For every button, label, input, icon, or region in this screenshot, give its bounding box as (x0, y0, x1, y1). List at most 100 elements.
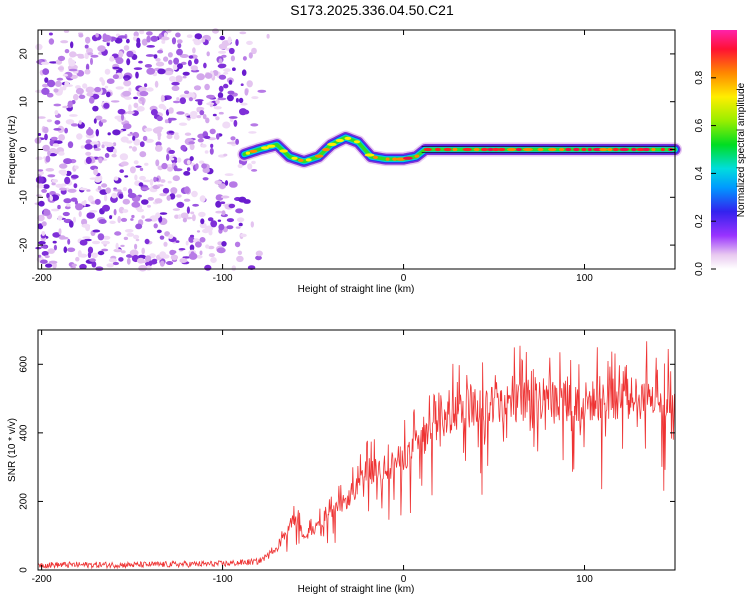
noise-blob (199, 237, 206, 243)
noise-blob (224, 180, 229, 186)
noise-blob (201, 163, 208, 169)
noise-blob (78, 94, 86, 100)
noise-blob (95, 33, 99, 38)
snr-plot-area (38, 330, 675, 570)
spectrogram-y-ticks: -20 -10 0 10 20 (19, 48, 675, 252)
noise-blob (49, 191, 56, 196)
noise-blob (106, 78, 115, 84)
noise-blob (82, 236, 91, 239)
colorbar-label: Normalized spectral amplitude (736, 82, 747, 217)
noise-blob (89, 258, 96, 262)
noise-blob (186, 167, 191, 172)
noise-blob (148, 260, 158, 265)
noise-blob (210, 143, 214, 148)
noise-blob (49, 195, 53, 201)
noise-blob (133, 102, 139, 109)
noise-blob (142, 135, 148, 141)
noise-blob (168, 149, 175, 154)
noise-blob (115, 57, 124, 65)
noise-blob (112, 142, 117, 147)
noise-blob (224, 173, 234, 177)
noise-blob (188, 97, 193, 102)
noise-blob (216, 247, 226, 254)
noise-blob (57, 215, 63, 221)
noise-blob (47, 248, 55, 254)
noise-blob (147, 204, 151, 208)
noise-blob (218, 183, 227, 190)
noise-blob (120, 244, 125, 248)
noise-blob (174, 168, 183, 172)
noise-blob (133, 67, 143, 70)
noise-blob (168, 234, 174, 240)
noise-blob (189, 234, 195, 238)
noise-blob (90, 54, 99, 58)
signal-peak (414, 154, 420, 158)
noise-blob (235, 98, 239, 103)
noise-blob (113, 208, 117, 216)
noise-blob (101, 144, 105, 149)
noise-blob (137, 208, 144, 213)
noise-blob (141, 199, 149, 205)
noise-blob (228, 203, 236, 209)
noise-blob (248, 52, 253, 59)
noise-blob (48, 260, 58, 264)
noise-blob (41, 188, 47, 193)
signal-peak (487, 147, 494, 152)
noise-blob (131, 214, 135, 219)
noise-blob (49, 153, 57, 157)
noise-blob (184, 90, 190, 95)
noise-blob (199, 195, 206, 203)
noise-blob (228, 79, 233, 85)
signal-peak (245, 151, 251, 155)
noise-blob (103, 102, 110, 109)
noise-blob (37, 133, 42, 136)
noise-blob (137, 257, 145, 264)
noise-blob (117, 215, 121, 224)
noise-blob (53, 127, 62, 131)
noise-blob (113, 248, 122, 253)
noise-blob (217, 92, 224, 99)
noise-blob (199, 110, 205, 116)
noise-blob (70, 174, 79, 179)
noise-blob (133, 138, 141, 146)
noise-blob (204, 264, 212, 271)
noise-blob (176, 111, 185, 115)
noise-blob (176, 157, 182, 163)
x-tick-label: 100 (576, 574, 593, 585)
noise-blob (195, 241, 202, 248)
noise-blob (189, 244, 195, 251)
signal-peak (523, 147, 533, 152)
noise-blob (42, 68, 50, 75)
noise-blob (139, 167, 144, 171)
noise-blob (98, 219, 107, 224)
noise-blob (64, 127, 68, 134)
noise-blob (62, 211, 70, 217)
noise-blob (85, 156, 92, 165)
spectrogram-x-label: Height of straight line (km) (298, 284, 415, 295)
noise-blob (223, 153, 228, 157)
signal-peak (651, 147, 656, 152)
noise-blob (233, 119, 238, 127)
noise-blob (152, 127, 162, 134)
noise-blob (170, 157, 175, 161)
colorbar-tick-label: 0.2 (694, 214, 705, 228)
signal-peak (515, 147, 522, 152)
noise-blob (124, 175, 129, 178)
noise-blob (172, 63, 178, 71)
noise-blob (176, 97, 180, 101)
signal-peak (443, 147, 452, 152)
noise-blob (255, 250, 263, 257)
noise-blob (110, 100, 120, 103)
noise-blob (47, 79, 56, 88)
noise-blob (109, 220, 116, 224)
y-tick-label: 200 (19, 493, 30, 510)
noise-blob (220, 201, 226, 204)
noise-blob (101, 183, 108, 188)
signal-peak (434, 147, 441, 152)
noise-blob (179, 54, 189, 58)
noise-blob (120, 161, 129, 166)
noise-blob (54, 110, 59, 116)
signal-peak (565, 147, 572, 152)
noise-blob (108, 258, 117, 263)
noise-blob (162, 187, 170, 194)
